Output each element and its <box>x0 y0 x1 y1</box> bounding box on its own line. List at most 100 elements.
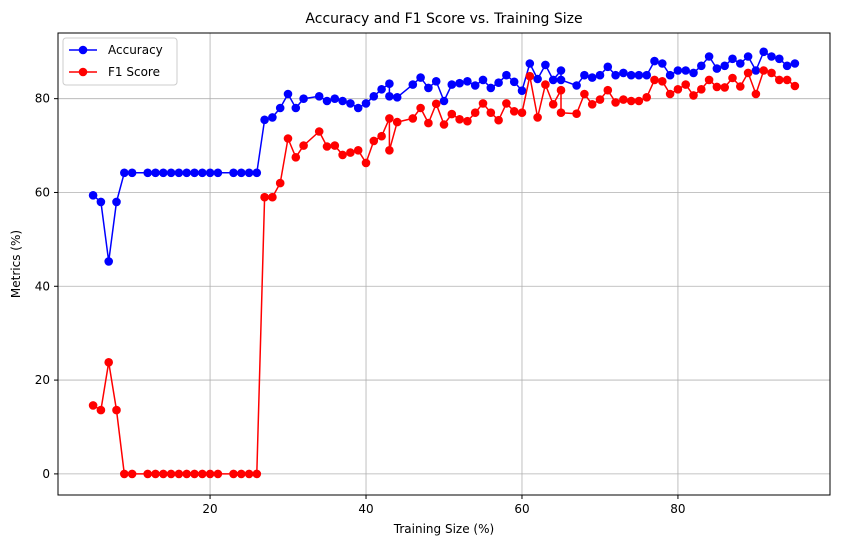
data-point-f1-score <box>322 142 332 151</box>
data-point-accuracy <box>96 197 106 207</box>
data-point-f1-score <box>743 68 753 78</box>
data-point-accuracy <box>275 103 285 113</box>
data-point-accuracy <box>143 168 152 178</box>
data-point-accuracy <box>587 73 597 82</box>
data-point-f1-score <box>595 95 605 104</box>
data-point-accuracy <box>486 83 496 93</box>
y-axis: 0 20 40 60 80 <box>35 92 58 481</box>
y-tick-label: 20 <box>35 373 50 387</box>
data-point-accuracy <box>112 197 121 207</box>
data-point-f1-score <box>190 469 199 479</box>
data-point-accuracy <box>182 168 191 178</box>
data-point-f1-score <box>759 66 768 75</box>
data-point-f1-score <box>556 108 566 117</box>
data-point-f1-score <box>572 109 581 118</box>
data-point-f1-score <box>377 131 386 141</box>
data-point-f1-score <box>502 99 511 108</box>
data-point-f1-score <box>541 80 550 89</box>
data-point-f1-score <box>689 91 698 100</box>
data-point-f1-score <box>299 141 308 150</box>
data-point-accuracy <box>736 59 745 68</box>
data-point-accuracy <box>338 96 347 106</box>
data-point-f1-score <box>556 85 566 95</box>
x-tick-label: 60 <box>514 502 529 516</box>
data-point-f1-score <box>424 118 433 128</box>
data-point-accuracy <box>369 92 379 101</box>
data-point-f1-score <box>127 469 137 479</box>
data-point-accuracy <box>517 86 527 95</box>
data-point-f1-score <box>151 469 160 479</box>
data-point-accuracy <box>159 168 168 178</box>
data-point-f1-score <box>252 469 262 479</box>
chart-title: Accuracy and F1 Score vs. Training Size <box>305 11 582 27</box>
legend-item-accuracy: Accuracy <box>69 43 163 57</box>
data-point-accuracy <box>88 191 98 200</box>
data-point-f1-score <box>174 469 184 479</box>
data-point-accuracy <box>237 168 246 178</box>
data-point-accuracy <box>416 73 425 82</box>
data-point-f1-score <box>681 80 690 89</box>
data-point-accuracy <box>291 103 301 113</box>
data-point-accuracy <box>572 81 581 90</box>
data-point-f1-score <box>198 469 207 479</box>
data-point-f1-score <box>611 98 620 107</box>
data-point-f1-score <box>104 358 113 367</box>
legend-item-f1-score: F1 Score <box>69 65 160 79</box>
data-point-f1-score <box>478 99 488 108</box>
data-point-f1-score <box>416 103 425 113</box>
data-point-accuracy <box>689 68 698 78</box>
data-point-f1-score <box>580 89 589 99</box>
data-point-accuracy <box>377 85 386 94</box>
data-point-f1-score <box>509 107 519 116</box>
data-point-accuracy <box>603 62 613 72</box>
data-point-accuracy <box>595 70 605 80</box>
data-point-f1-score <box>283 134 293 143</box>
data-point-f1-score <box>88 401 98 410</box>
data-point-f1-score <box>392 117 402 127</box>
data-point-accuracy <box>470 81 480 90</box>
data-point-f1-score <box>525 71 535 81</box>
data-point-accuracy <box>634 70 644 80</box>
data-point-accuracy <box>743 52 753 61</box>
data-point-accuracy <box>190 168 199 178</box>
x-axis: 20 40 60 80 <box>202 495 686 516</box>
data-point-f1-score <box>338 150 347 160</box>
x-axis-label: Training Size (%) <box>393 522 494 536</box>
data-point-f1-score <box>517 108 527 117</box>
data-point-accuracy <box>252 168 262 178</box>
data-point-f1-score <box>619 95 628 104</box>
legend-label: F1 Score <box>108 65 160 79</box>
data-point-f1-score <box>143 469 152 479</box>
data-point-accuracy <box>166 168 176 178</box>
data-point-accuracy <box>525 59 535 68</box>
data-point-accuracy <box>580 70 589 80</box>
data-point-accuracy <box>697 61 706 71</box>
data-point-f1-score <box>385 114 394 123</box>
data-point-accuracy <box>681 66 690 75</box>
data-point-f1-score <box>767 68 776 78</box>
data-point-accuracy <box>704 52 714 61</box>
data-point-f1-score <box>205 469 215 479</box>
data-point-f1-score <box>751 89 761 99</box>
data-point-f1-score <box>736 82 745 91</box>
data-point-f1-score <box>120 469 129 479</box>
data-point-f1-score <box>775 75 784 85</box>
series-layer <box>88 47 800 479</box>
data-point-accuracy <box>619 68 628 78</box>
data-point-f1-score <box>447 109 457 119</box>
data-point-accuracy <box>712 64 722 73</box>
data-point-accuracy <box>650 56 659 66</box>
data-point-f1-score <box>361 158 371 168</box>
data-point-accuracy <box>330 94 340 103</box>
data-point-f1-score <box>346 148 355 157</box>
data-point-accuracy <box>626 70 636 80</box>
data-point-f1-score <box>408 114 418 123</box>
data-point-accuracy <box>767 52 776 61</box>
data-point-f1-score <box>697 85 706 94</box>
data-point-f1-score <box>353 146 363 155</box>
data-point-f1-score <box>634 96 644 106</box>
data-point-accuracy <box>244 168 254 178</box>
data-point-accuracy <box>556 75 566 85</box>
data-point-f1-score <box>548 100 558 109</box>
data-point-accuracy <box>728 54 737 64</box>
